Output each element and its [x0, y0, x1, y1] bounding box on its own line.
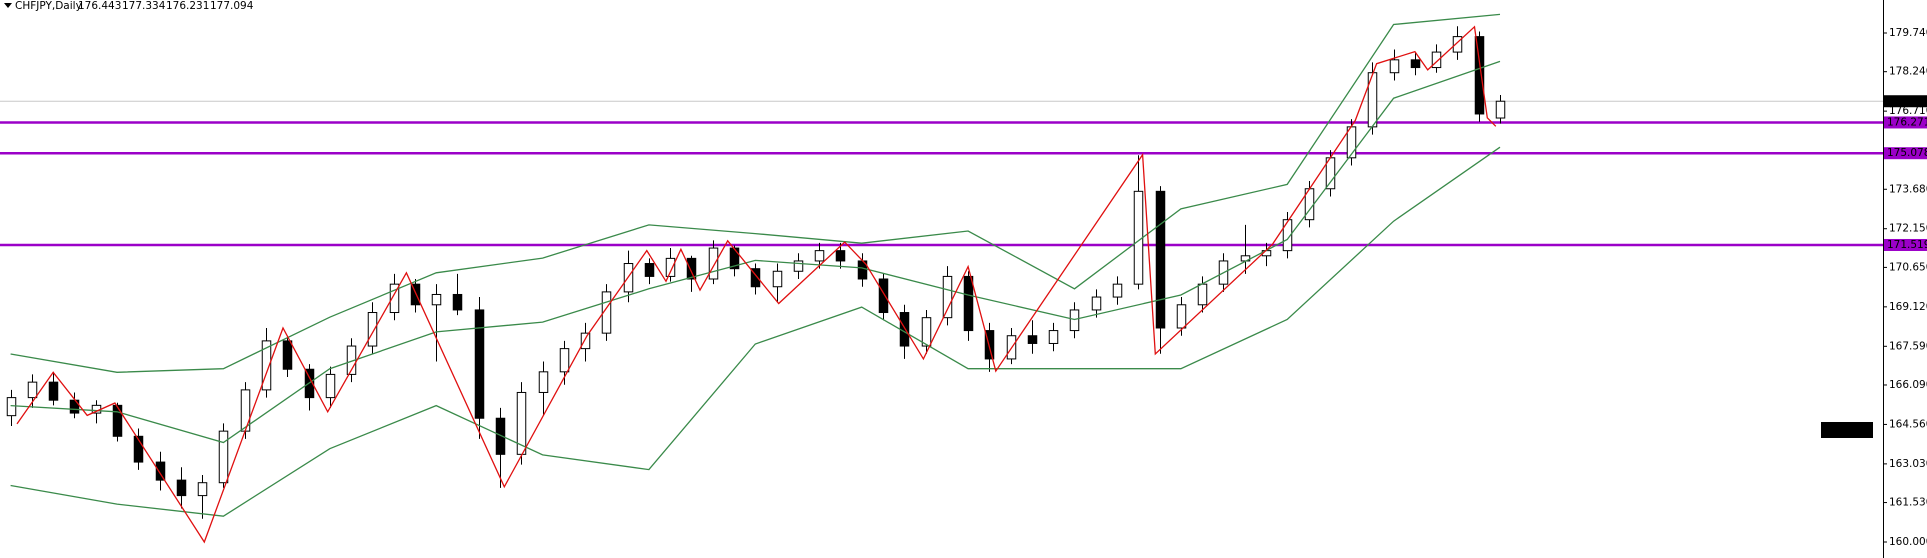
header-high: 177.334 — [122, 0, 166, 12]
header: CHFJPY,Daily 176.443 177.334 176.231 177… — [4, 0, 254, 12]
candle-body — [389, 283, 400, 314]
header-low: 176.231 — [166, 0, 209, 12]
level-label-bg — [1884, 147, 1927, 160]
candle-body — [1495, 100, 1506, 119]
candle-body — [793, 260, 804, 272]
candle-body — [48, 381, 59, 401]
candle-body — [452, 293, 463, 311]
candle-body — [921, 317, 932, 347]
candle-body — [772, 270, 783, 288]
candle-body — [155, 461, 166, 481]
level-label-bg — [1884, 238, 1927, 251]
candle-body — [686, 257, 697, 280]
level-label-bg — [1884, 116, 1927, 129]
header-arrow — [4, 3, 12, 8]
candle-body — [261, 340, 272, 391]
y-tick-label: 169.120 — [1889, 301, 1927, 313]
candle-body — [495, 417, 506, 455]
candle-body — [1474, 36, 1485, 115]
candle-body — [325, 373, 336, 399]
y-tick-label: 170.650 — [1889, 261, 1927, 273]
candle-body — [899, 312, 910, 347]
indicator-badge — [1821, 422, 1873, 438]
y-tick-label: 178.240 — [1889, 66, 1927, 78]
y-tick-label: 164.560 — [1889, 418, 1927, 430]
candle-body — [218, 430, 229, 484]
candle-body — [1431, 51, 1442, 69]
candle-body — [474, 309, 485, 419]
candle-body — [559, 348, 570, 373]
overlay-line — [10, 13, 1501, 373]
candle-body — [963, 275, 974, 332]
candle-body — [644, 263, 655, 277]
candle-body — [176, 479, 187, 497]
candle-body — [1112, 283, 1123, 298]
y-tick-label: 172.150 — [1889, 223, 1927, 235]
y-tick-label: 179.740 — [1889, 27, 1927, 39]
last-price-label: 177.094 — [1887, 95, 1927, 107]
candle-body — [1027, 335, 1038, 344]
candle-body — [729, 247, 740, 270]
candle-body — [282, 340, 293, 370]
candle-body — [431, 293, 442, 306]
candle-body — [197, 482, 208, 497]
y-tick-label: 161.530 — [1889, 497, 1927, 509]
candle-body — [984, 330, 995, 360]
candle-body — [1197, 283, 1208, 306]
last-price-label-bg — [1884, 95, 1927, 108]
level-label: 176.271 — [1887, 116, 1927, 128]
candle-body — [878, 278, 889, 314]
overlay-line — [16, 25, 1497, 544]
candle-body — [112, 404, 123, 437]
candle-body — [942, 275, 953, 319]
candle-body — [1389, 59, 1400, 74]
candle-body — [27, 381, 38, 399]
candle-body — [1282, 219, 1293, 252]
overlay-line — [10, 146, 1501, 517]
candle-body — [367, 312, 378, 347]
y-tick-label: 173.680 — [1889, 183, 1927, 195]
overlay-line — [10, 60, 1501, 444]
level-label: 175.078 — [1887, 147, 1927, 159]
candle-body — [601, 291, 612, 334]
candle-body — [1048, 330, 1059, 344]
candle-body — [1410, 59, 1421, 69]
chart-title: CHFJPY,Daily — [15, 0, 82, 12]
candle-body — [538, 371, 549, 393]
candle-body — [835, 250, 846, 262]
indicator-label: BB ON — [1830, 424, 1864, 436]
candle-body — [814, 250, 825, 262]
y-tick-label: 166.090 — [1889, 379, 1927, 391]
candle-body — [1176, 304, 1187, 329]
candle-body — [580, 332, 591, 350]
level-label: 171.519 — [1887, 239, 1927, 251]
y-tick-label: 176.710 — [1889, 105, 1927, 117]
candle-body — [6, 397, 17, 417]
candle-body — [133, 435, 144, 463]
y-tick-label: 163.030 — [1889, 458, 1927, 470]
header-open: 176.443 — [78, 0, 121, 12]
candle-body — [750, 268, 761, 288]
y-tick-label: 167.590 — [1889, 340, 1927, 352]
candle-body — [1452, 36, 1463, 53]
candle-body — [665, 257, 676, 277]
candle-body — [1155, 190, 1166, 329]
y-tick-label: 160.000 — [1889, 536, 1927, 548]
candle-body — [1069, 309, 1080, 332]
candle-body — [708, 247, 719, 280]
candle-body — [410, 283, 421, 306]
candle-body — [1091, 296, 1102, 311]
header-close: 177.094 — [210, 0, 254, 12]
